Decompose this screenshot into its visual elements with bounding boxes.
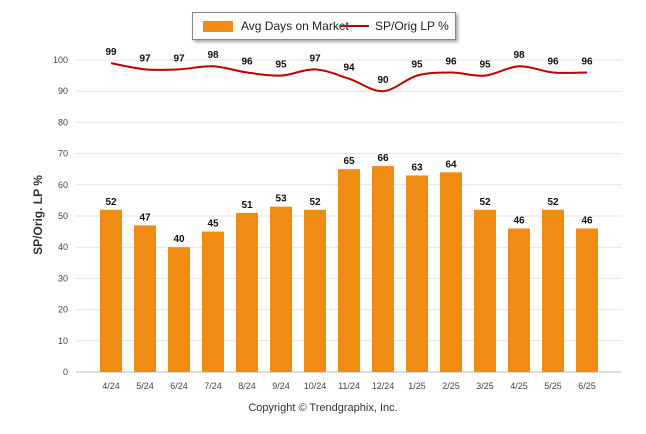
bar <box>270 206 292 372</box>
line-value-label: 96 <box>547 56 559 67</box>
legend-swatch-line <box>341 25 369 27</box>
line-value-label: 99 <box>105 47 117 58</box>
bar-value-label: 40 <box>173 234 185 245</box>
line-value-label: 97 <box>139 53 151 64</box>
bar-value-label: 65 <box>343 156 355 167</box>
y-tick-label: 30 <box>58 273 68 283</box>
legend-label-line: SP/Orig LP % <box>375 19 449 33</box>
x-axis-ticks: 4/24 5/24 6/24 7/24 8/24 9/24 10/24 11/24 12/24 1… <box>102 381 596 391</box>
y-tick-label: 90 <box>58 86 68 96</box>
y-tick-label: 0 <box>63 367 68 377</box>
line-value-label: 95 <box>275 60 287 71</box>
y-axis-label: SP/Orig. LP % <box>31 175 45 255</box>
line-value-label: 97 <box>173 53 185 64</box>
line-value-label: 98 <box>207 50 219 61</box>
y-tick-label: 20 <box>58 305 68 315</box>
line-value-label: 96 <box>445 56 457 67</box>
y-tick-label: 50 <box>58 211 68 221</box>
line-value-label: 94 <box>343 63 355 74</box>
bar-value-label: 47 <box>139 212 151 223</box>
bar <box>440 172 462 372</box>
line-value-label: 95 <box>479 60 491 71</box>
bar-value-label: 64 <box>445 159 457 170</box>
bar <box>542 209 564 372</box>
x-tick-label: 9/24 <box>272 381 290 391</box>
bar-value-label: 45 <box>207 219 219 230</box>
bar <box>168 247 190 372</box>
bar-value-label: 51 <box>241 200 253 211</box>
legend: Avg Days on Market SP/Orig LP % <box>192 12 456 40</box>
bar <box>372 166 394 372</box>
x-tick-label: 8/24 <box>238 381 256 391</box>
x-tick-label: 5/24 <box>136 381 154 391</box>
line-series <box>110 62 588 93</box>
bar <box>474 209 496 372</box>
x-tick-label: 6/25 <box>578 381 596 391</box>
bar <box>338 169 360 372</box>
bar <box>134 225 156 372</box>
x-tick-label: 7/24 <box>204 381 222 391</box>
bar-value-label: 66 <box>377 153 389 164</box>
copyright: Copyright © Trendgraphix, Inc. <box>248 402 398 414</box>
x-tick-label: 6/24 <box>170 381 188 391</box>
x-tick-label: 11/24 <box>338 381 360 391</box>
bar <box>236 212 258 372</box>
bar-value-label: 52 <box>105 197 117 208</box>
x-tick-label: 1/25 <box>408 381 426 391</box>
line-path <box>110 62 588 93</box>
y-tick-label: 10 <box>58 336 68 346</box>
bar <box>508 228 530 372</box>
bar <box>406 175 428 372</box>
line-value-label: 95 <box>411 60 423 71</box>
bar-value-label: 52 <box>547 197 559 208</box>
x-tick-label: 5/25 <box>544 381 562 391</box>
y-tick-label: 70 <box>58 149 68 159</box>
bar-value-label: 46 <box>581 215 593 226</box>
bar-value-label: 53 <box>275 194 287 205</box>
x-tick-label: 12/24 <box>372 381 395 391</box>
bars <box>100 166 598 372</box>
data-labels: 52 47 40 45 51 53 52 65 66 63 64 52 46 52 46 99 97 97 98 96… <box>105 47 593 245</box>
bar <box>576 228 598 372</box>
bar-value-label: 46 <box>513 215 525 226</box>
bar-value-label: 63 <box>411 162 423 173</box>
legend-label-bar: Avg Days on Market <box>241 19 349 33</box>
line-value-label: 96 <box>241 56 253 67</box>
bar-value-label: 52 <box>309 197 321 208</box>
y-tick-label: 100 <box>53 55 68 65</box>
line-value-label: 96 <box>581 56 593 67</box>
legend-swatch-bar <box>203 21 233 32</box>
line-value-label: 90 <box>377 75 389 86</box>
y-tick-label: 40 <box>58 242 68 252</box>
line-value-label: 98 <box>513 50 525 61</box>
bar-value-label: 52 <box>479 197 491 208</box>
y-tick-label: 80 <box>58 117 68 127</box>
bar <box>100 209 122 372</box>
bar <box>202 231 224 372</box>
y-axis-ticks: 0 10 20 30 40 50 60 70 80 90 100 <box>53 55 68 377</box>
x-tick-label: 4/24 <box>102 381 120 391</box>
x-tick-label: 4/25 <box>510 381 528 391</box>
x-tick-label: 3/25 <box>476 381 494 391</box>
y-tick-label: 60 <box>58 180 68 190</box>
bar <box>304 209 326 372</box>
x-tick-label: 10/24 <box>304 381 327 391</box>
x-tick-label: 2/25 <box>442 381 460 391</box>
line-value-label: 97 <box>309 53 321 64</box>
